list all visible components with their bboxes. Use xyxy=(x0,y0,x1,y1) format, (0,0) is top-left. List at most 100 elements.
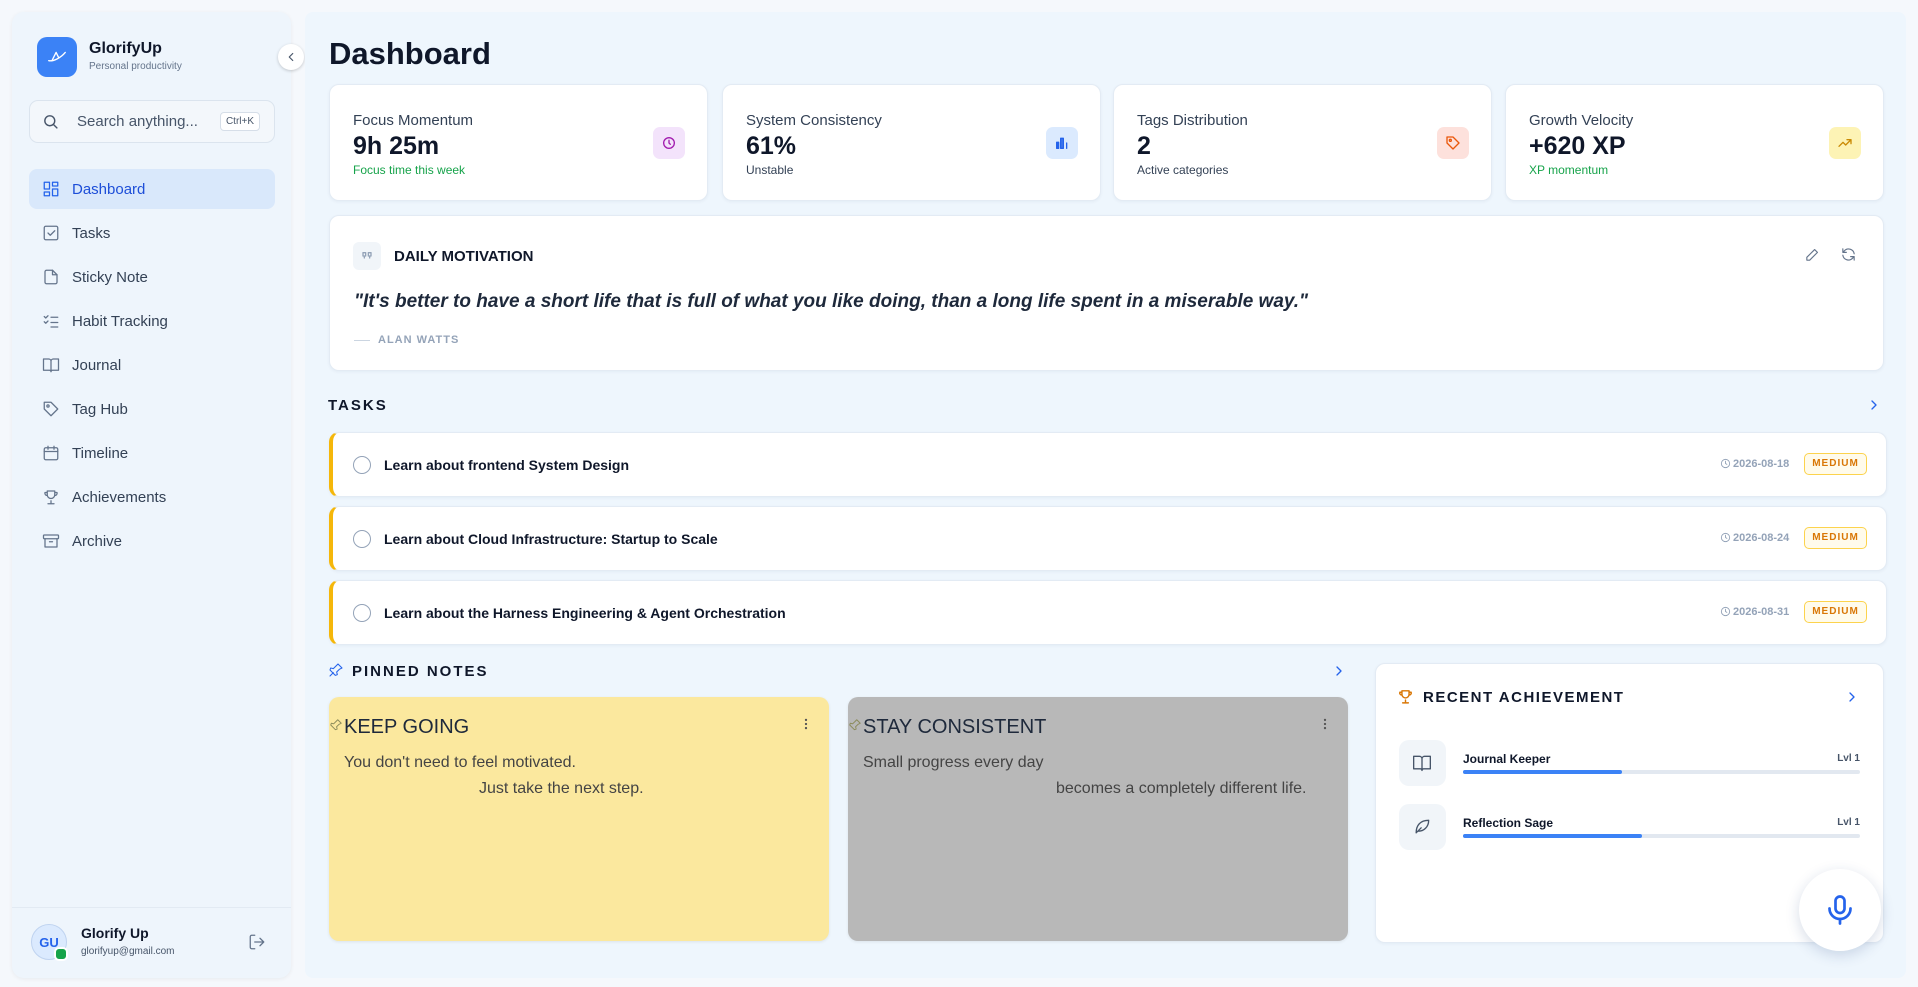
nav-icon xyxy=(42,400,60,418)
nav-label: Habit Tracking xyxy=(72,313,168,330)
clock-icon xyxy=(1720,458,1731,469)
achievement-icon xyxy=(1399,740,1446,786)
icon-shape xyxy=(43,447,59,461)
icon xyxy=(1056,137,1068,149)
tasks-more[interactable] xyxy=(1866,397,1882,413)
task-checkbox[interactable] xyxy=(353,530,371,548)
icon-shape xyxy=(1842,248,1855,261)
note-line: Just take the next step. xyxy=(479,780,644,797)
icon-shape xyxy=(43,445,59,453)
sidebar: GlorifyUp Personal productivity Search any… xyxy=(12,12,304,978)
task-row[interactable]: Learn about Cloud Infrastructure: Startu… xyxy=(329,506,1887,571)
user-name: Glorify Up xyxy=(81,925,149,941)
nav-label: Archive xyxy=(72,533,123,550)
icon-shape xyxy=(1323,726,1327,730)
icon xyxy=(44,269,58,285)
stat-card: Growth Velocity +620 XP XP momentum xyxy=(1505,84,1884,201)
nav-icon xyxy=(42,268,60,286)
achievement-name: Reflection Sage xyxy=(1463,816,1554,830)
icon-shape xyxy=(44,490,58,505)
nav-label: Sticky Note xyxy=(72,269,148,286)
icon-shape xyxy=(43,191,51,197)
icon-shape xyxy=(47,230,56,236)
icon xyxy=(1806,248,1819,261)
refresh-button[interactable] xyxy=(1840,246,1857,263)
author-line xyxy=(354,340,370,341)
icon xyxy=(44,490,58,505)
task-checkbox[interactable] xyxy=(353,456,371,474)
note-line: becomes a completely different life. xyxy=(1056,780,1307,797)
icon-shape xyxy=(1323,718,1327,722)
icon xyxy=(43,315,59,328)
task-due: 2026-08-24 xyxy=(1733,532,1790,544)
icon xyxy=(43,181,59,197)
achievement-icon xyxy=(1399,804,1446,850)
avatar-initials: GU xyxy=(39,935,59,950)
icon xyxy=(43,445,59,461)
note-card[interactable]: KEEP GOING You don't need to feel motivat… xyxy=(329,697,829,941)
priority-badge: MEDIUM xyxy=(1804,601,1867,623)
search-box[interactable]: Search anything... Ctrl+K xyxy=(29,100,275,143)
icon-shape xyxy=(51,188,59,197)
icon-shape xyxy=(1448,138,1452,142)
stat-card: System Consistency 61% Unstable xyxy=(722,84,1101,201)
edit-button[interactable] xyxy=(1804,246,1821,263)
icon xyxy=(849,719,861,731)
icon xyxy=(43,225,59,241)
icon-shape xyxy=(249,934,265,950)
nav-item[interactable]: Tasks xyxy=(29,213,275,253)
icon-shape xyxy=(51,181,59,187)
page-title: Dashboard xyxy=(329,36,491,71)
nav-label: Tag Hub xyxy=(72,401,128,418)
nav-item[interactable]: Sticky Note xyxy=(29,257,275,297)
task-checkbox[interactable] xyxy=(353,604,371,622)
progress-bar xyxy=(1463,770,1622,774)
nav-item[interactable]: Achievements xyxy=(29,477,275,517)
nav-item[interactable]: Habit Tracking xyxy=(29,301,275,341)
icon-shape xyxy=(1060,137,1064,149)
nav-item[interactable]: Tag Hub xyxy=(29,389,275,429)
stat-label: Tags Distribution xyxy=(1137,112,1248,129)
notes-heading: PINNED NOTES xyxy=(352,663,489,680)
icon-shape xyxy=(663,137,675,149)
nav-item[interactable]: Archive xyxy=(29,521,275,561)
stat-note: XP momentum xyxy=(1529,163,1609,177)
note-card[interactable]: STAY CONSISTENT Small progress every day b… xyxy=(848,697,1348,941)
note-pin xyxy=(329,718,343,732)
icon-shape xyxy=(52,123,58,129)
achievements-more[interactable] xyxy=(1844,689,1860,705)
task-row[interactable]: Learn about the Harness Engineering & Ag… xyxy=(329,580,1887,645)
achievement-level: Lvl 1 xyxy=(1837,817,1860,828)
nav-item[interactable]: Timeline xyxy=(29,433,275,473)
logout-button[interactable] xyxy=(248,933,266,951)
icon-shape xyxy=(51,269,58,276)
task-row[interactable]: Learn about frontend System Design 2026-0… xyxy=(329,432,1887,497)
icon xyxy=(663,137,675,149)
note-menu[interactable] xyxy=(1318,717,1332,731)
task-title: Learn about the Harness Engineering & Ag… xyxy=(384,605,786,621)
icon-shape xyxy=(43,181,51,190)
stat-card: Tags Distribution 2 Active categories xyxy=(1113,84,1492,201)
mic-button[interactable] xyxy=(1799,869,1881,951)
clock-icon xyxy=(1720,532,1731,543)
icon-shape xyxy=(1720,606,1731,617)
collapse-button[interactable] xyxy=(278,44,304,70)
icon-shape xyxy=(1415,819,1430,834)
search-icon xyxy=(42,113,59,130)
nav-item[interactable]: Journal xyxy=(29,345,275,385)
icon xyxy=(1838,139,1852,147)
icon xyxy=(1323,718,1327,730)
achievement-level: Lvl 1 xyxy=(1837,753,1860,764)
icon-shape xyxy=(1323,722,1327,726)
progress-track xyxy=(1463,770,1860,774)
icon-shape xyxy=(668,139,671,145)
trophy-icon xyxy=(1397,688,1414,705)
notes-more[interactable] xyxy=(1331,663,1347,679)
note-menu[interactable] xyxy=(799,717,813,731)
icon-shape xyxy=(46,404,50,408)
stat-note: Unstable xyxy=(746,163,794,177)
icon xyxy=(43,401,59,417)
icon xyxy=(1871,400,1877,410)
nav-item[interactable]: Dashboard xyxy=(29,169,275,209)
note-line: You don't need to feel motivated. xyxy=(344,754,576,771)
